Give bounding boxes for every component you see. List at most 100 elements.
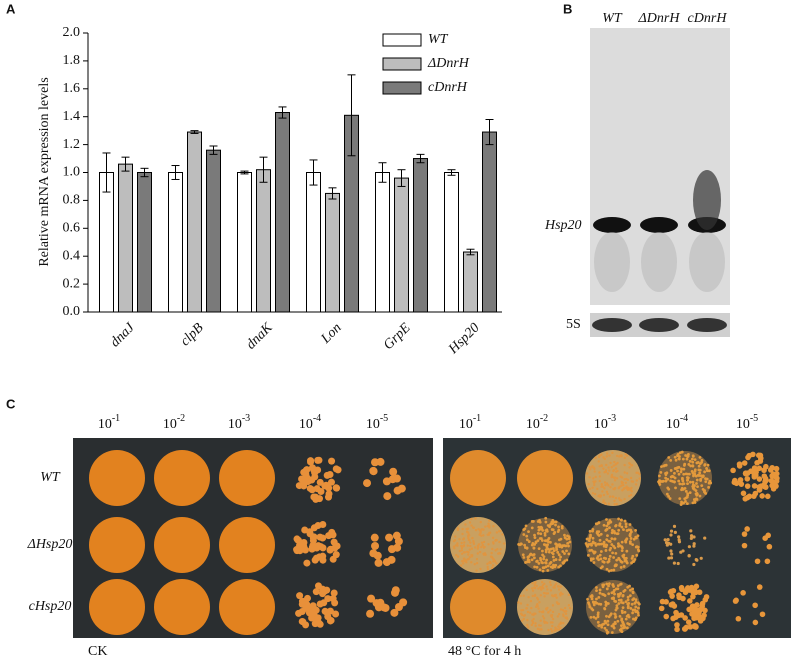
colony: [567, 604, 571, 607]
colony: [467, 536, 470, 540]
colony: [598, 553, 602, 557]
colony: [604, 549, 608, 552]
bar: [206, 149, 221, 313]
colony: [496, 548, 499, 551]
colony: [525, 588, 528, 592]
colony: [692, 535, 696, 539]
colony: [683, 624, 690, 631]
colony: [698, 494, 702, 498]
colony: [540, 628, 543, 631]
colony: [676, 466, 679, 470]
colony: [601, 622, 605, 626]
colony: [293, 546, 301, 554]
colony: [608, 554, 612, 558]
colony: [612, 495, 615, 498]
colony: [609, 485, 612, 489]
colony: [538, 568, 542, 572]
colony: [532, 617, 535, 621]
colony: [521, 619, 524, 622]
colony: [611, 451, 614, 455]
colony: [631, 554, 635, 558]
colony: [605, 631, 609, 635]
colony: [696, 589, 703, 596]
colony: [623, 626, 627, 629]
colony: [385, 533, 394, 542]
colony: [472, 539, 475, 543]
y-tick-label: 1.6: [63, 81, 81, 96]
colony: [546, 543, 549, 547]
colony: [585, 543, 589, 547]
colony: [321, 587, 329, 595]
colony: [620, 624, 623, 628]
colony: [687, 598, 693, 604]
colony: [460, 541, 463, 545]
dilution-exponent: -4: [313, 413, 321, 424]
colony: [555, 548, 559, 551]
colony: [517, 543, 520, 546]
colony: [553, 530, 557, 534]
colony: [732, 598, 739, 604]
colony: [330, 538, 338, 546]
colony: [603, 619, 607, 623]
colony: [326, 607, 334, 615]
colony: [741, 460, 748, 466]
colony: [622, 487, 626, 490]
colony: [527, 540, 531, 543]
colony: [491, 566, 494, 569]
colony: [698, 471, 702, 475]
colony: [546, 524, 550, 527]
colony: [630, 464, 634, 467]
colony: [455, 553, 458, 557]
colony: [614, 551, 618, 555]
colony: [523, 543, 526, 547]
colony: [315, 619, 323, 627]
colony: [481, 528, 484, 531]
colony: [613, 592, 616, 596]
colony: [613, 531, 617, 535]
colony: [613, 599, 617, 603]
colony: [669, 549, 673, 553]
colony: [558, 628, 561, 631]
colony: [695, 461, 699, 465]
colony: [314, 456, 322, 464]
colony: [296, 592, 304, 600]
colony: [615, 558, 619, 562]
colony: [752, 619, 759, 626]
colony: [536, 532, 540, 535]
colony: [625, 529, 629, 532]
colony: [547, 628, 550, 632]
colony: [563, 552, 566, 555]
colony: [686, 478, 690, 482]
error-bar: [278, 106, 287, 119]
colony: [545, 607, 548, 610]
colony: [615, 606, 619, 610]
colony: [620, 525, 624, 529]
colony: [468, 548, 471, 551]
colony: [762, 535, 768, 542]
colony: [676, 454, 679, 457]
colony-spot: [154, 517, 210, 573]
colony: [696, 485, 699, 489]
colony: [594, 480, 597, 483]
y-tick-label: 1.2: [63, 137, 81, 152]
colony: [699, 600, 706, 607]
bar: [444, 172, 459, 313]
colony: [670, 552, 674, 556]
colony: [589, 558, 593, 562]
colony: [692, 542, 696, 546]
colony: [669, 469, 673, 472]
colony: [535, 559, 539, 563]
colony: [629, 537, 633, 540]
colony: [673, 471, 676, 475]
colony: [663, 613, 670, 620]
bar: [237, 172, 252, 313]
bar: [306, 172, 321, 313]
colony: [595, 597, 598, 601]
colony: [620, 480, 623, 484]
colony: [529, 552, 533, 556]
legend-swatch: [382, 57, 422, 71]
colony: [303, 559, 311, 567]
colony: [383, 492, 392, 501]
colony: [324, 613, 332, 621]
colony: [634, 545, 638, 549]
